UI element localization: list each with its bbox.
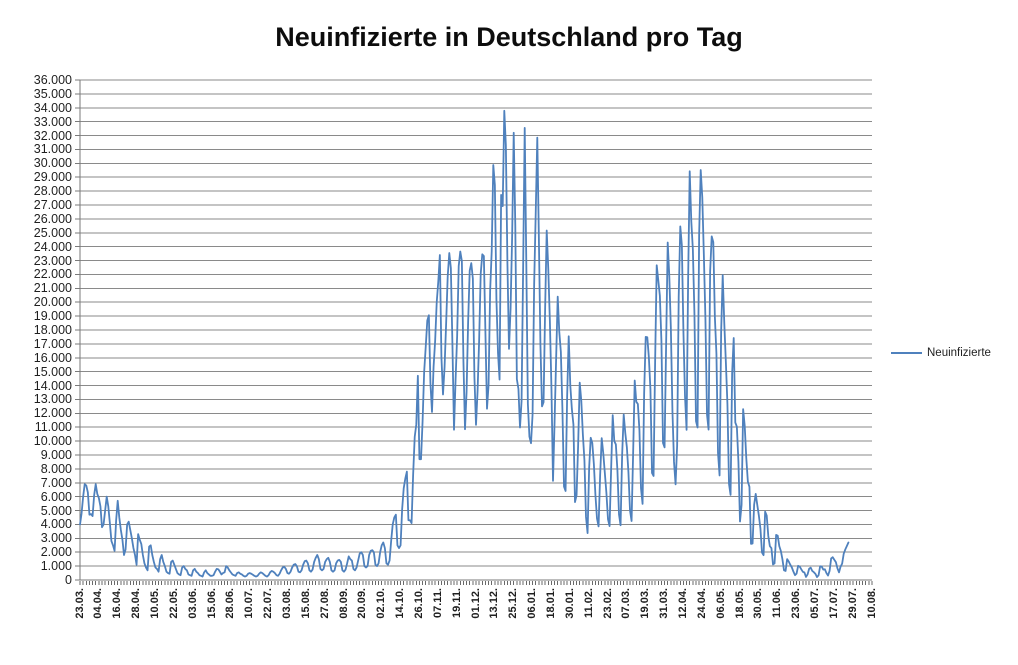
x-axis-tick-label: 27.08. — [318, 588, 331, 619]
series-line-neuinfizierte — [79, 109, 850, 578]
x-axis-tick-label: 15.06. — [205, 588, 218, 619]
y-axis-tick-label: 10.000 — [33, 434, 72, 449]
legend-label: Neuinfizierte — [927, 347, 991, 359]
y-axis-tick-label: 19.000 — [33, 309, 72, 324]
x-axis-tick-label: 22.05. — [167, 588, 180, 619]
y-axis-tick-label: 18.000 — [33, 323, 72, 337]
y-axis-tick-label: 12.000 — [33, 406, 72, 421]
x-axis-tick-label: 31.03. — [658, 588, 671, 619]
y-axis-tick-label: 2.000 — [40, 545, 72, 560]
legend-line-sample — [891, 352, 922, 354]
y-axis-tick-label: 1.000 — [40, 559, 72, 574]
y-axis-tick-label: 24.000 — [33, 239, 72, 254]
y-axis-tick-label: 17.000 — [33, 336, 72, 351]
x-axis-tick-label: 13.12. — [488, 588, 501, 619]
x-axis-tick-label: 22.07. — [262, 588, 275, 619]
x-axis-tick-label: 19.11. — [450, 588, 463, 618]
x-axis-tick-label: 11.02. — [582, 588, 595, 618]
y-axis-tick-label: 15.000 — [33, 364, 72, 379]
x-axis-tick-label: 23.03. — [73, 588, 86, 619]
y-axis-tick-label: 25.000 — [33, 225, 72, 240]
x-axis-tick-label: 07.11. — [431, 588, 444, 618]
y-axis-tick-label: 0 — [65, 573, 72, 587]
x-axis-tick-label: 16.04. — [111, 588, 124, 619]
y-axis-tick-label: 11.000 — [34, 420, 72, 435]
x-axis-tick-label: 12.04. — [676, 588, 689, 619]
x-axis-tick-label: 03.06. — [186, 588, 199, 619]
x-axis-tick-label: 20.09. — [356, 588, 369, 619]
y-axis-tick-label: 13.000 — [33, 392, 72, 407]
y-axis-tick-label: 5.000 — [40, 503, 72, 518]
x-axis-tick-label: 14.10. — [394, 588, 407, 619]
y-axis-tick-label: 29.000 — [33, 170, 72, 185]
x-axis-tick-label: 28.04. — [130, 588, 143, 619]
y-axis-tick-label: 31.000 — [33, 142, 72, 157]
y-axis-tick-label: 26.000 — [33, 211, 72, 226]
x-axis-tick-label: 10.08. — [865, 588, 878, 619]
y-axis-tick-label: 14.000 — [33, 378, 72, 393]
x-axis-tick-label: 06.05. — [714, 588, 727, 619]
x-axis-tick-label: 03.08. — [280, 588, 293, 619]
y-axis-tick-label: 8.000 — [40, 461, 72, 476]
x-axis-tick-label: 26.10. — [412, 588, 425, 619]
y-axis-tick-label: 16.000 — [33, 350, 72, 365]
y-axis-tick-label: 27.000 — [33, 198, 72, 212]
x-axis-tick-label: 10.05. — [148, 588, 161, 619]
y-axis-tick-label: 20.000 — [33, 295, 72, 310]
x-axis-tick-label: 30.01. — [563, 588, 576, 619]
x-axis-tick-label: 04.04. — [92, 588, 105, 619]
x-axis-labels: 23.03. 04.04. 16.04. 28.04. 10.05. 22.05. 03.0… — [0, 588, 1018, 658]
x-axis-tick-label: 18.05. — [733, 588, 746, 619]
x-axis-tick-label: 05.07. — [808, 588, 821, 619]
x-axis-tick-label: 06.01. — [526, 588, 539, 619]
x-axis-tick-label: 23.02. — [601, 588, 614, 619]
y-axis-tick-label: 22.000 — [33, 267, 72, 282]
x-axis-tick-label: 18.01. — [544, 588, 557, 619]
x-axis-tick-label: 15.08. — [299, 588, 312, 619]
x-axis-tick-label: 17.07. — [827, 588, 840, 619]
y-axis-tick-label: 36.000 — [33, 73, 72, 87]
y-axis-tick-label: 4.000 — [40, 517, 72, 532]
y-axis-tick-label: 9.000 — [40, 448, 72, 462]
x-axis-tick-label: 02.10. — [375, 588, 388, 619]
x-axis-tick-label: 08.09. — [337, 588, 350, 619]
y-axis-tick-label: 3.000 — [40, 531, 72, 546]
y-axis-tick-label: 23.000 — [33, 253, 72, 268]
chart-title: Neuinfizierte in Deutschland pro Tag — [275, 22, 743, 52]
x-axis-tick-label: 29.07. — [846, 588, 859, 619]
x-axis-tick-label: 25.12. — [507, 588, 520, 619]
x-axis-tick-label: 10.07. — [243, 588, 256, 619]
y-axis-tick-label: 7.000 — [40, 475, 72, 490]
y-axis-tick-label: 32.000 — [33, 128, 72, 143]
y-axis-tick-label: 21.000 — [33, 281, 72, 296]
y-axis-tick-label: 33.000 — [33, 114, 72, 129]
legend: Neuinfizierte — [891, 346, 991, 360]
x-axis-tick-label: 19.03. — [639, 588, 652, 619]
y-axis-tick-label: 35.000 — [33, 86, 72, 101]
y-axis-tick-label: 34.000 — [33, 100, 72, 115]
x-axis-tick-label: 01.12. — [469, 588, 482, 619]
x-axis-tick-label: 24.04. — [695, 588, 708, 619]
x-axis-tick-label: 28.06. — [224, 588, 237, 619]
y-axis-tick-label: 28.000 — [33, 184, 72, 199]
y-axis-tick-label: 30.000 — [33, 156, 72, 171]
x-axis-tick-label: 11.06. — [771, 588, 784, 618]
x-axis-tick-label: 23.06. — [790, 588, 803, 619]
y-axis-tick-label: 6.000 — [40, 489, 72, 504]
x-axis-tick-label: 30.05. — [752, 588, 765, 619]
x-axis-tick-label: 07.03. — [620, 588, 633, 619]
